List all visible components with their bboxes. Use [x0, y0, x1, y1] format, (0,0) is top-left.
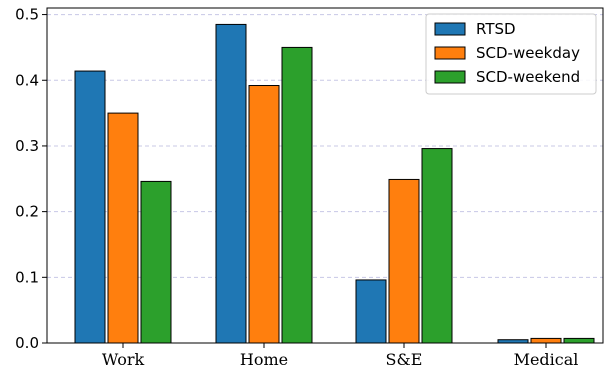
- y-tick-label: 0.3: [15, 137, 39, 155]
- x-tick-label: Work: [102, 350, 145, 369]
- x-tick-label: Home: [240, 350, 288, 369]
- legend-label: RTSD: [476, 20, 516, 38]
- y-axis-ticks: 0.0 0.1 0.2 0.3 0.4 0.5: [15, 6, 47, 352]
- y-tick-label: 0.2: [15, 203, 39, 221]
- bars: [74, 23, 595, 344]
- legend-label: SCD-weekend: [476, 68, 580, 86]
- legend-box: [425, 13, 597, 95]
- legend-swatch: [434, 22, 466, 36]
- bar: [74, 70, 106, 344]
- bar: [530, 337, 562, 344]
- bar: [248, 85, 280, 344]
- bar: [215, 23, 247, 344]
- y-tick-label: 0.0: [15, 334, 39, 352]
- legend-swatch: [434, 46, 466, 60]
- legend-label: SCD-weekday: [476, 44, 580, 62]
- legend: RTSD SCD-weekday SCD-weekend: [425, 13, 597, 95]
- bar: [421, 148, 453, 344]
- y-tick-label: 0.4: [15, 71, 39, 89]
- y-tick-label: 0.1: [15, 268, 39, 286]
- bar: [140, 180, 172, 344]
- x-tick-label: Medical: [514, 350, 579, 369]
- bar: [107, 112, 139, 344]
- y-tick-label: 0.5: [15, 6, 39, 24]
- plot-frame: [46, 7, 604, 344]
- axes: [46, 7, 604, 344]
- bar: [281, 46, 313, 344]
- bar: [388, 178, 420, 344]
- x-axis-ticks: Work Home S&E Medical: [102, 343, 579, 369]
- x-tick-label: S&E: [386, 350, 423, 369]
- bar: [563, 337, 595, 344]
- bar: [355, 279, 387, 344]
- legend-swatch: [434, 70, 466, 84]
